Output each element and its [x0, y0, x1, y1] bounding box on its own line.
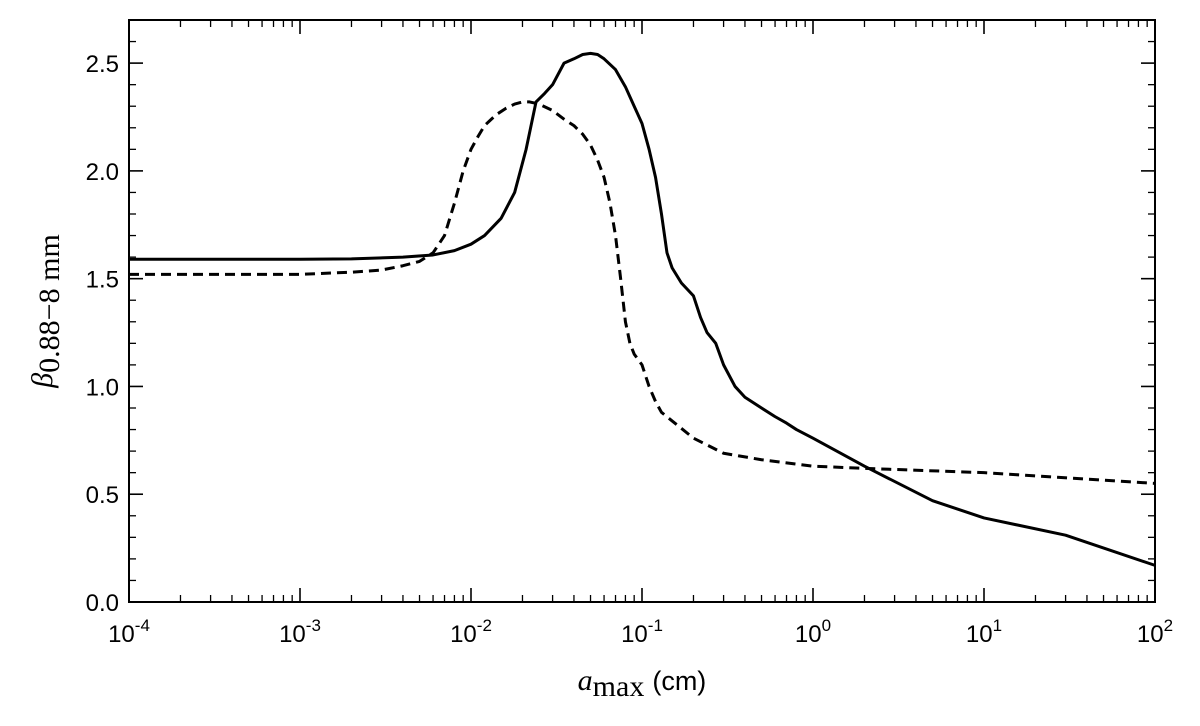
series-group — [129, 51, 1156, 567]
x-tick-label: 10-4 — [108, 616, 150, 648]
x-tick-exponent: -2 — [477, 616, 492, 635]
x-tick-label: 10-3 — [279, 616, 321, 648]
x-tick-base: 10 — [108, 621, 135, 648]
x-tick-label: 10-1 — [621, 616, 663, 648]
x-tick-base: 10 — [795, 621, 822, 648]
y-tick-label: 0.5 — [86, 482, 119, 509]
x-tick-label: 102 — [1137, 616, 1173, 648]
y-tick-label: 2.5 — [86, 51, 119, 78]
y-tick-label: 1.0 — [86, 374, 119, 401]
x-tick-base: 10 — [621, 621, 648, 648]
axis-ticks — [128, 19, 1156, 603]
x-axis-unit: (cm) — [652, 666, 706, 696]
x-tick-base: 10 — [450, 621, 477, 648]
tick-labels: 0.00.51.01.52.02.510-4 10-3 10-2 10-1 100 101… — [86, 51, 1173, 648]
y-axis-label: β0.88−8 mm — [26, 234, 66, 389]
x-axis-label: amax (cm) — [578, 664, 707, 703]
x-tick-label: 100 — [795, 616, 831, 648]
series-solid-line — [129, 51, 1156, 567]
x-tick-label: 101 — [966, 616, 1002, 648]
x-tick-base: 10 — [279, 621, 306, 648]
y-tick-label: 1.5 — [86, 267, 119, 294]
x-tick-exponent: -3 — [306, 616, 321, 635]
x-axis-symbol: a — [578, 664, 593, 697]
x-tick-base: 10 — [966, 621, 993, 648]
plot-frame — [128, 19, 1156, 603]
x-tick-exponent: -1 — [648, 616, 663, 635]
series-dashed-line — [129, 100, 1156, 485]
y-axis-subscript: 0.88−8 mm — [33, 234, 66, 373]
x-tick-exponent: 2 — [1164, 616, 1173, 635]
x-tick-base: 10 — [1137, 621, 1164, 648]
x-tick-exponent: 0 — [822, 616, 831, 635]
y-tick-label: 2.0 — [86, 159, 119, 186]
x-tick-exponent: -4 — [135, 616, 150, 635]
y-axis-symbol: β — [26, 373, 59, 389]
x-axis-subscript: max — [593, 670, 645, 703]
x-tick-label: 10-2 — [450, 616, 492, 648]
y-tick-label: 0.0 — [86, 590, 119, 617]
x-tick-exponent: 1 — [993, 616, 1002, 635]
